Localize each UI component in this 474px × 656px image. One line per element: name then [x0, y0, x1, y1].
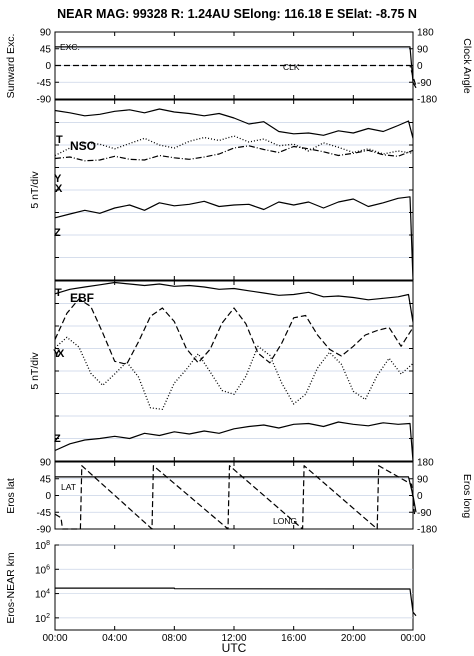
panel-sunward-clock: 90 180 45 90 0 0 -45 -90 -90 -180 Sunward Exc. Cl… [5, 28, 473, 106]
y-tick-label: -45 [37, 508, 52, 519]
series-label-z: Z [54, 433, 61, 445]
y-tick-label-right: 180 [417, 458, 434, 469]
series-label-y: Y [54, 173, 62, 185]
y-tick-label: 0 [45, 491, 51, 502]
y-tick-label-right: 0 [417, 61, 423, 72]
frame-label-ebf: EBF [70, 291, 94, 305]
y-tick-label-right: -90 [417, 78, 432, 89]
series-label-z: Z [54, 227, 61, 239]
y-tick-label-right: -180 [417, 525, 437, 536]
series-line-x [54, 145, 414, 162]
y-tick-label: 102 [35, 613, 50, 625]
x-tick-label: 00:00 [42, 633, 67, 644]
ylabel-ebf: 5 nT/div [29, 352, 41, 390]
ylabel-eros-long: Eros long [461, 474, 473, 519]
ylabel-eros-near-km: Eros-NEAR km [5, 552, 17, 623]
y-tick-label-right: 0 [417, 491, 423, 502]
x-tick-label: 08:00 [162, 633, 187, 644]
series-line-t [54, 281, 414, 323]
y-tick-label-right: 90 [417, 44, 429, 55]
ylabel-sunward-exc: Sunward Exc. [5, 34, 17, 99]
panel-eros-lat-long: 90 180 45 90 0 0 -45 -90 -90 -180 Eros lat Eros l… [5, 458, 473, 536]
annotation-lat: LAT [61, 482, 76, 492]
series-label-y: Y [53, 348, 61, 360]
y-tick-label: 104 [35, 589, 50, 601]
y-tick-label: 45 [40, 44, 52, 55]
y-tick-label-right: 90 [417, 474, 429, 485]
y-tick-label: -90 [37, 95, 52, 106]
series-line-y [54, 135, 414, 157]
annotation-clk: CLK [283, 62, 300, 72]
panel-nso: 5 nT/div NSO T Y X Z [29, 99, 414, 281]
y-tick-label: 90 [40, 28, 52, 39]
x-tick-label: 00:00 [400, 633, 425, 644]
x-tick-label: 12:00 [221, 633, 246, 644]
y-tick-label: 0 [45, 61, 51, 72]
y-tick-label: -90 [37, 525, 52, 536]
y-tick-label: 108 [35, 540, 50, 552]
y-tick-label-right: -90 [417, 508, 432, 519]
annotation-long: LONG [273, 516, 297, 526]
series-label-t: T [56, 134, 63, 146]
y-tick-label: 106 [35, 564, 50, 576]
series-line-z [54, 421, 414, 462]
y-tick-label: 90 [40, 458, 52, 469]
series-line-x [54, 336, 414, 410]
series-line-z [54, 196, 414, 281]
frame-label-nso: NSO [70, 139, 96, 153]
y-tick-label-right: 180 [417, 28, 434, 39]
series-label-t: T [55, 287, 62, 299]
series-label-x: X [57, 348, 65, 360]
figure-title: NEAR MAG: 99328 R: 1.24AU SElong: 116.18… [57, 7, 417, 21]
series-line-y [54, 298, 414, 365]
annotation-exc: EXC. [60, 42, 80, 52]
series-line-clk [55, 64, 417, 87]
series-line-distance [55, 587, 417, 617]
y-tick-label-right: -180 [417, 95, 437, 106]
series-line-exc [55, 46, 417, 89]
series-line-lat [55, 476, 417, 513]
x-tick-label: 04:00 [102, 633, 127, 644]
panel-eros-near-distance: 108 106 104 102 Eros-NEAR km [5, 540, 417, 631]
ylabel-eros-lat: Eros lat [5, 478, 17, 514]
x-axis-label: UTC [222, 641, 247, 655]
y-tick-label: -45 [37, 78, 52, 89]
series-line-t [54, 108, 414, 139]
ylabel-clock-angle: Clock Angle [461, 38, 473, 94]
y-tick-label: 45 [40, 474, 52, 485]
x-tick-label: 16:00 [281, 633, 306, 644]
series-line-long [54, 465, 416, 530]
panel-ebf: 5 nT/div EBF T Y X Z [29, 280, 414, 462]
ylabel-nso: 5 nT/div [29, 171, 41, 209]
x-axis: 00:00 04:00 08:00 12:00 16:00 20:00 00:00 [42, 32, 426, 644]
x-tick-label: 20:00 [341, 633, 366, 644]
series-label-x: X [55, 183, 63, 195]
